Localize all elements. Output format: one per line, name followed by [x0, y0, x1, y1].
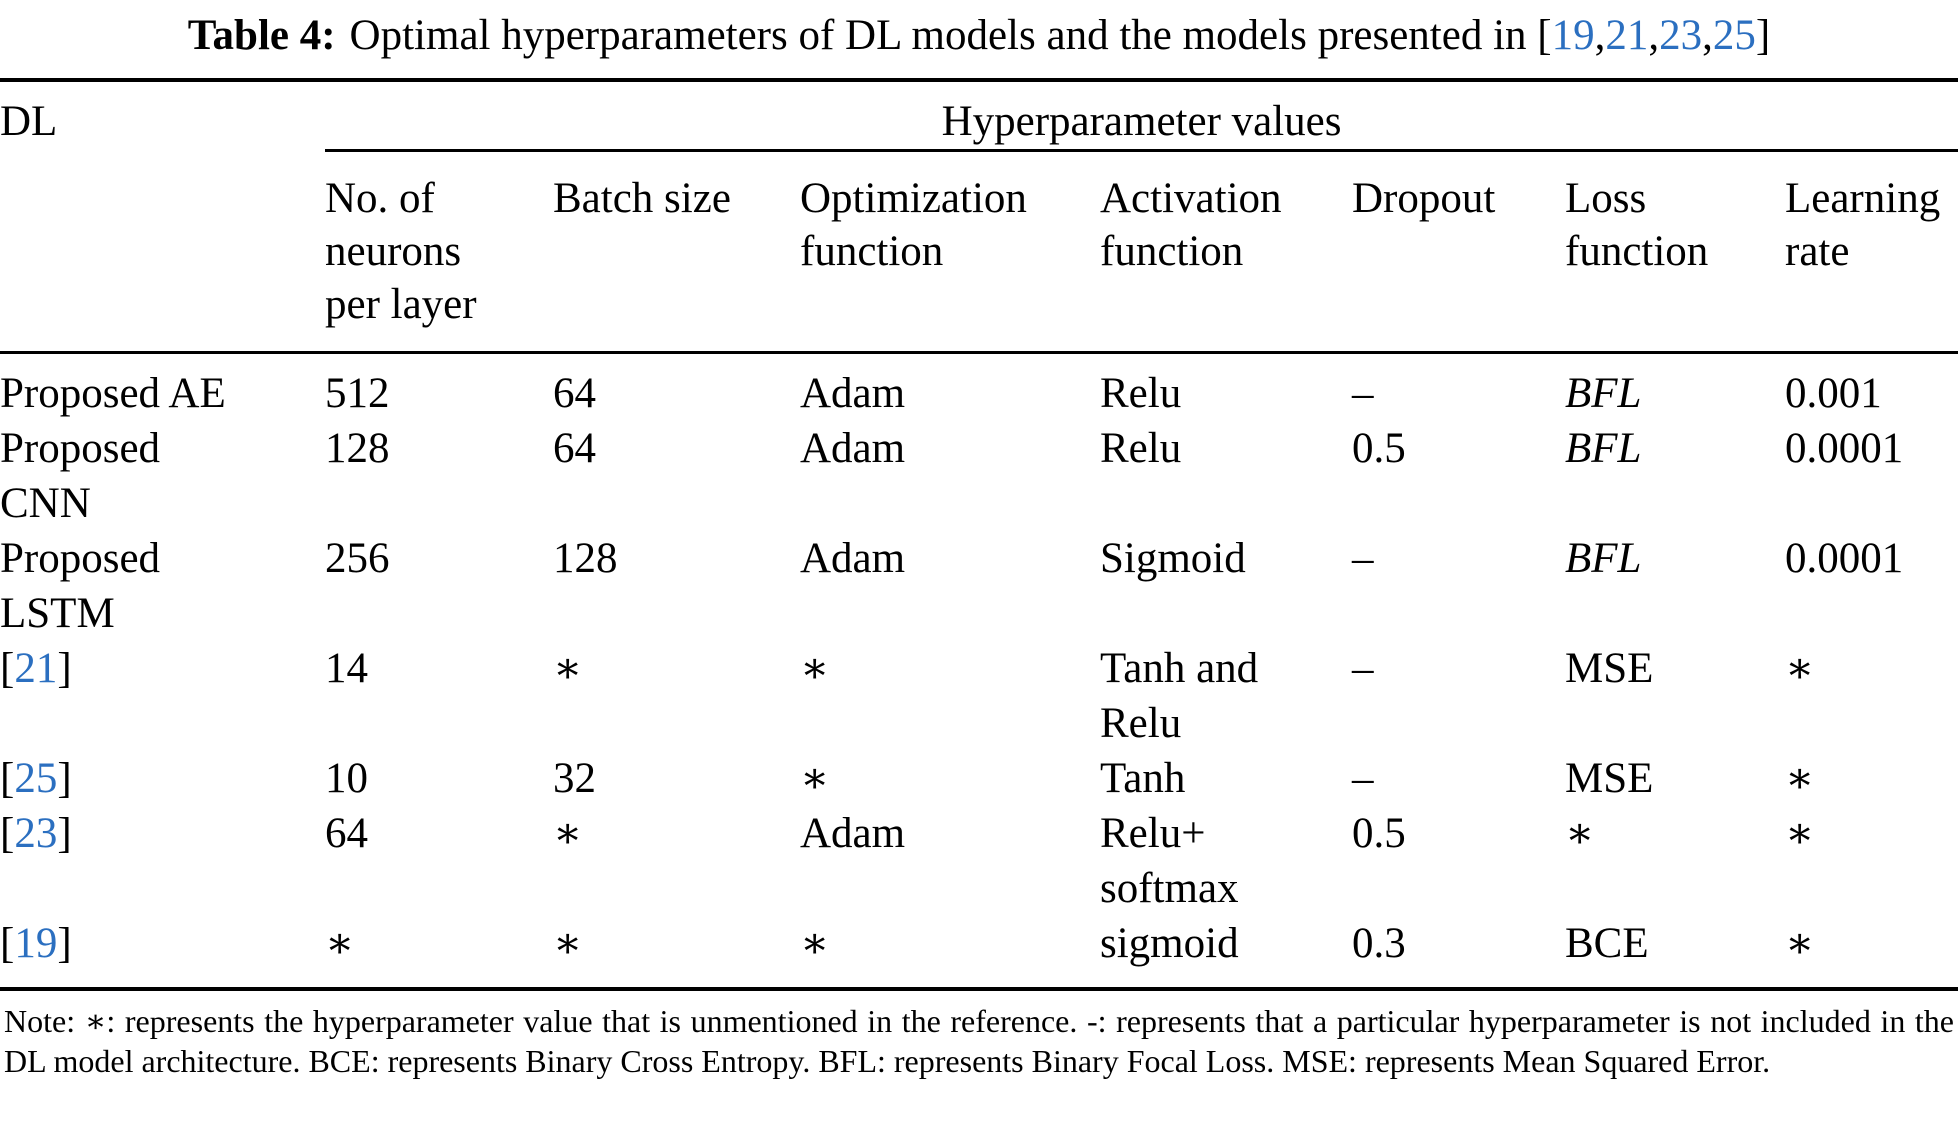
value-cell: MSE [1565, 755, 1654, 802]
value-cell: ∗ [1785, 645, 1815, 692]
value-cell: 0.0001 [1785, 425, 1904, 472]
value-cell: Adam [800, 425, 906, 472]
value-cell: Tanh [1100, 755, 1186, 802]
value-cell: 32 [553, 755, 596, 802]
citation-link[interactable]: 23 [14, 810, 58, 857]
table-title-text: Optimal hyperparameters of DL models and… [349, 12, 1538, 59]
table-footnote: Note: ∗: represents the hyperparameter v… [4, 1003, 1954, 1079]
value-cell: 64 [553, 370, 596, 417]
value-cell: 0.5 [1352, 810, 1406, 857]
value-cell: ∗ [1785, 755, 1815, 802]
value-cell: ∗ [1565, 810, 1595, 857]
column-header-spacer [0, 150, 325, 354]
hyperparameters-table: DL Hyperparameter values No. of neurons … [0, 78, 1958, 991]
value-cell: ∗ [553, 920, 583, 967]
value-cell: Relu [1100, 425, 1182, 472]
dl-model-cell: Proposed CNN [0, 425, 161, 527]
value-cell: Adam [800, 810, 906, 857]
value-cell: sigmoid [1100, 920, 1239, 967]
value-cell: 128 [325, 425, 390, 472]
value-cell: 14 [325, 645, 368, 692]
value-cell: 0.5 [1352, 425, 1406, 472]
dl-model-cell: Proposed AE [0, 370, 226, 417]
dl-model-cell: Proposed LSTM [0, 535, 161, 637]
value-cell: Sigmoid [1100, 535, 1246, 582]
value-cell: 10 [325, 755, 368, 802]
value-cell: BFL [1565, 370, 1642, 417]
dl-model-cell: [21] [0, 645, 72, 692]
column-header: Batch size [553, 150, 800, 354]
value-cell: 64 [325, 810, 368, 857]
citation-link[interactable]: 25 [14, 755, 58, 802]
group-header-row: DL Hyperparameter values [0, 80, 1958, 152]
table-row: Proposed LSTM 256 128 Adam Sigmoid – BFL 0.0001 [0, 531, 1958, 641]
column-header: Learning rate [1785, 150, 1958, 354]
value-cell: – [1352, 755, 1374, 802]
table-row: [21] 14 ∗ ∗ Tanh and Relu – MSE ∗ [0, 641, 1958, 751]
value-cell: 0.001 [1785, 370, 1882, 417]
value-cell: 64 [553, 425, 596, 472]
group-header: Hyperparameter values [325, 80, 1958, 152]
value-cell: ∗ [553, 645, 583, 692]
value-cell: Adam [800, 535, 906, 582]
value-cell: – [1352, 645, 1374, 692]
table-row: Proposed CNN 128 64 Adam Relu 0.5 BFL 0.0001 [0, 421, 1958, 531]
value-cell: ∗ [1785, 810, 1815, 857]
column-header: Dropout [1352, 150, 1565, 354]
value-cell: 512 [325, 370, 390, 417]
value-cell: ∗ [325, 920, 355, 967]
value-cell: 0.3 [1352, 920, 1406, 967]
citation-link[interactable]: 21 [14, 645, 58, 692]
dl-model-cell: [19] [0, 920, 72, 967]
title-citations: [19,21,23,25] [1537, 12, 1771, 59]
value-cell: Adam [800, 370, 906, 417]
value-cell: ∗ [800, 920, 830, 967]
value-cell: ∗ [1785, 920, 1815, 967]
column-header: Optimization function [800, 150, 1100, 354]
citation-link[interactable]: 25 [1712, 12, 1756, 59]
citation-link[interactable]: 19 [1551, 12, 1595, 59]
value-cell: Tanh and Relu [1100, 645, 1259, 747]
table-row: [25] 10 32 ∗ Tanh – MSE ∗ [0, 751, 1958, 806]
column-header-row: No. of neurons per layer Batch size Optimi… [0, 150, 1958, 354]
dl-column-header: DL [0, 98, 58, 145]
value-cell: 256 [325, 535, 390, 582]
table-title-label: Table 4: [187, 12, 336, 59]
value-cell: Relu [1100, 370, 1182, 417]
citation-link[interactable]: 23 [1659, 12, 1703, 59]
table-body: Proposed AE 512 64 Adam Relu – BFL 0.001 Propose… [0, 353, 1958, 990]
value-cell: ∗ [553, 810, 583, 857]
value-cell: BFL [1565, 425, 1642, 472]
value-cell: – [1352, 370, 1374, 417]
value-cell: BFL [1565, 535, 1642, 582]
value-cell: MSE [1565, 645, 1654, 692]
value-cell: 0.0001 [1785, 535, 1904, 582]
column-header: Loss function [1565, 150, 1785, 354]
value-cell: ∗ [800, 645, 830, 692]
table-row: [19] ∗ ∗ ∗ sigmoid 0.3 BCE ∗ [0, 916, 1958, 989]
value-cell: BCE [1565, 920, 1649, 967]
citation-link[interactable]: 19 [14, 920, 58, 967]
value-cell: 128 [553, 535, 618, 582]
value-cell: – [1352, 535, 1374, 582]
value-cell: Relu+ softmax [1100, 810, 1239, 912]
value-cell: ∗ [800, 755, 830, 802]
table-row: [23] 64 ∗ Adam Relu+ softmax 0.5 ∗ ∗ [0, 806, 1958, 916]
column-header: Activation function [1100, 150, 1352, 354]
dl-model-cell: [23] [0, 810, 72, 857]
citation-link[interactable]: 21 [1605, 12, 1649, 59]
dl-model-cell: [25] [0, 755, 72, 802]
column-header: No. of neurons per layer [325, 150, 553, 354]
table-row: Proposed AE 512 64 Adam Relu – BFL 0.001 [0, 353, 1958, 422]
table-title: Table 4: Optimal hyperparameters of DL mo… [0, 0, 1958, 78]
